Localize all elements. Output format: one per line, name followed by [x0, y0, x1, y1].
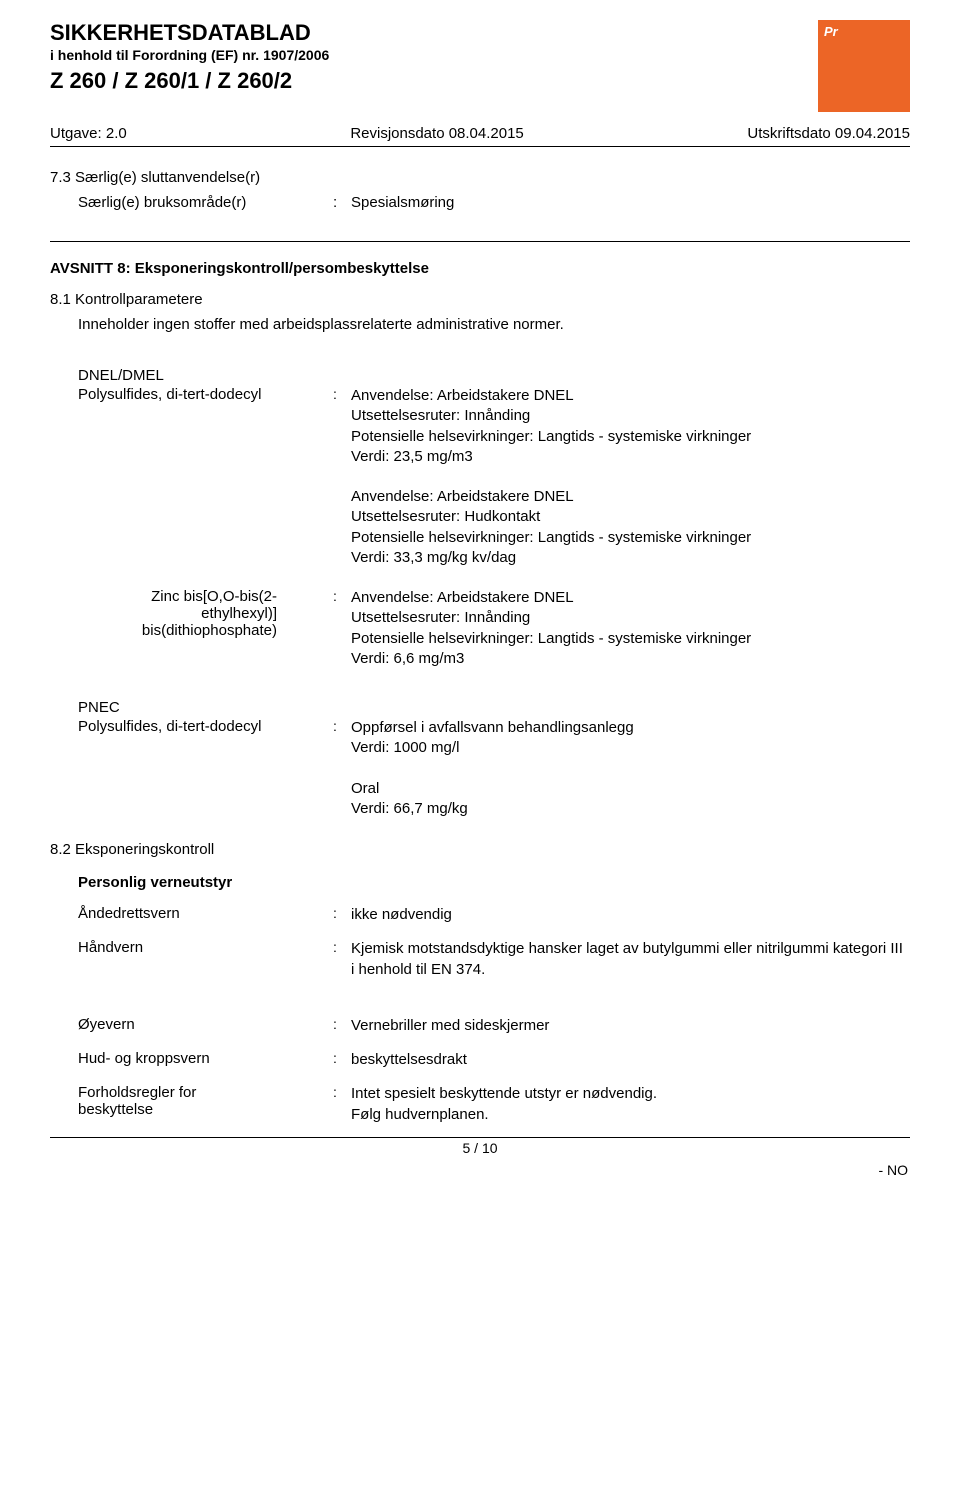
pnec-substance: Polysulfides, di-tert-dodecyl	[78, 718, 333, 759]
usage-label: Særlig(e) bruksområde(r)	[78, 194, 333, 211]
brand-badge: Pr	[818, 20, 910, 112]
ppe-body-val: beskyttelsesdrakt	[351, 1050, 910, 1070]
section-8-title: AVSNITT 8: Eksponeringskontroll/persombe…	[50, 260, 910, 277]
dnel-block: DNEL/DMEL Polysulfides, di-tert-dodecyl …	[78, 367, 910, 669]
colon: :	[333, 588, 351, 669]
dnel-label: DNEL/DMEL	[78, 367, 910, 384]
colon: :	[333, 1016, 351, 1036]
colon: :	[333, 1050, 351, 1070]
ppe-hand-label: Håndvern	[78, 939, 333, 980]
page-number: 5 / 10	[50, 1140, 910, 1156]
header-block: SIKKERHETSDATABLAD i henhold til Forordn…	[50, 20, 910, 95]
dnel-b1-l4: Verdi: 23,5 mg/m3	[351, 447, 910, 467]
pnec-b2-l1: Oral	[351, 779, 910, 799]
lang-code: - NO	[50, 1162, 910, 1178]
pnec-b1-l2: Verdi: 1000 mg/l	[351, 738, 910, 758]
dnel-b2-l4: Verdi: 33,3 mg/kg kv/dag	[351, 548, 910, 568]
ppe-block: Personlig verneutstyr Åndedrettsvern : i…	[78, 874, 910, 1125]
dnel-b3-l1: Anvendelse: Arbeidstakere DNEL	[351, 588, 910, 608]
dnel-b2-l1: Anvendelse: Arbeidstakere DNEL	[351, 487, 910, 507]
meta-row: Utgave: 2.0 Revisjonsdato 08.04.2015 Uts…	[50, 125, 910, 147]
section-8-1-heading: 8.1 Kontrollparametere	[50, 291, 910, 308]
spacer-colon	[333, 779, 351, 820]
dnel-substance-2: Zinc bis[O,O-bis(2- ethylhexyl)] bis(dit…	[78, 588, 333, 669]
usage-value: Spesialsmøring	[351, 194, 910, 211]
dnel-block-3: Anvendelse: Arbeidstakere DNEL Utsettels…	[351, 588, 910, 669]
dnel-b1-l1: Anvendelse: Arbeidstakere DNEL	[351, 386, 910, 406]
doc-product: Z 260 / Z 260/1 / Z 260/2	[50, 67, 910, 96]
dnel-block-2: Anvendelse: Arbeidstakere DNEL Utsettels…	[351, 487, 910, 568]
dnel-block-1: Anvendelse: Arbeidstakere DNEL Utsettels…	[351, 386, 910, 467]
ppe-prec-label-1: Forholdsregler for	[78, 1084, 333, 1101]
section-7-3: 7.3 Særlig(e) sluttanvendelse(r) Særlig(…	[50, 169, 910, 211]
brand-badge-label: Pr	[824, 24, 838, 39]
ppe-breath-val: ikke nødvendig	[351, 905, 910, 925]
dnel-sub2-l3: bis(dithiophosphate)	[78, 622, 277, 639]
ppe-body-label: Hud- og kroppsvern	[78, 1050, 333, 1070]
section-8-1-text: Inneholder ingen stoffer med arbeidsplas…	[78, 316, 910, 333]
ppe-eye-val: Vernebriller med sideskjermer	[351, 1016, 910, 1036]
spacer-col	[78, 779, 333, 820]
pnec-b2-l2: Verdi: 66,7 mg/kg	[351, 799, 910, 819]
dnel-b1-l3: Potensielle helsevirkninger: Langtids - …	[351, 427, 910, 447]
colon: :	[333, 905, 351, 925]
divider	[50, 241, 910, 242]
doc-title: SIKKERHETSDATABLAD	[50, 20, 910, 46]
pnec-label: PNEC	[78, 699, 910, 716]
colon: :	[333, 386, 351, 467]
ppe-prec-val: Intet spesielt beskyttende utstyr er nød…	[351, 1084, 910, 1125]
section-8-2-heading: 8.2 Eksponeringskontroll	[50, 841, 910, 858]
ppe-prec-val-1: Intet spesielt beskyttende utstyr er nød…	[351, 1084, 910, 1104]
dnel-sub2-l1: Zinc bis[O,O-bis(2-	[78, 588, 277, 605]
print-date: Utskriftsdato 09.04.2015	[747, 125, 910, 142]
dnel-b3-l4: Verdi: 6,6 mg/m3	[351, 649, 910, 669]
pnec-b1-l1: Oppførsel i avfallsvann behandlingsanleg…	[351, 718, 910, 738]
colon: :	[333, 194, 351, 211]
revision-date: Revisjonsdato 08.04.2015	[350, 125, 523, 142]
ppe-breath-label: Åndedrettsvern	[78, 905, 333, 925]
dnel-b2-l3: Potensielle helsevirkninger: Langtids - …	[351, 528, 910, 548]
pnec-block-2: Oral Verdi: 66,7 mg/kg	[351, 779, 910, 820]
dnel-b1-l2: Utsettelsesruter: Innånding	[351, 406, 910, 426]
ppe-hand-val: Kjemisk motstandsdyktige hansker laget a…	[351, 939, 910, 980]
dnel-b3-l2: Utsettelsesruter: Innånding	[351, 608, 910, 628]
pnec-block: PNEC Polysulfides, di-tert-dodecyl : Opp…	[78, 699, 910, 819]
dnel-b3-l3: Potensielle helsevirkninger: Langtids - …	[351, 629, 910, 649]
ppe-prec-label-2: beskyttelse	[78, 1101, 333, 1118]
colon: :	[333, 939, 351, 980]
doc-regulation: i henhold til Forordning (EF) nr. 1907/2…	[50, 46, 910, 64]
colon: :	[333, 1084, 351, 1125]
pnec-block-1: Oppførsel i avfallsvann behandlingsanleg…	[351, 718, 910, 759]
ppe-prec-val-2: Følg hudvernplanen.	[351, 1105, 910, 1125]
ppe-eye-label: Øyevern	[78, 1016, 333, 1036]
dnel-substance-1: Polysulfides, di-tert-dodecyl	[78, 386, 333, 467]
dnel-sub2-l2: ethylhexyl)]	[78, 605, 277, 622]
spacer-colon	[333, 487, 351, 568]
footer-divider	[50, 1137, 910, 1138]
section-7-3-heading: 7.3 Særlig(e) sluttanvendelse(r)	[50, 169, 910, 186]
issue-version: Utgave: 2.0	[50, 125, 127, 142]
ppe-heading: Personlig verneutstyr	[78, 874, 910, 891]
colon: :	[333, 718, 351, 759]
ppe-prec-label: Forholdsregler for beskyttelse	[78, 1084, 333, 1125]
spacer-col	[78, 487, 333, 568]
dnel-b2-l2: Utsettelsesruter: Hudkontakt	[351, 507, 910, 527]
